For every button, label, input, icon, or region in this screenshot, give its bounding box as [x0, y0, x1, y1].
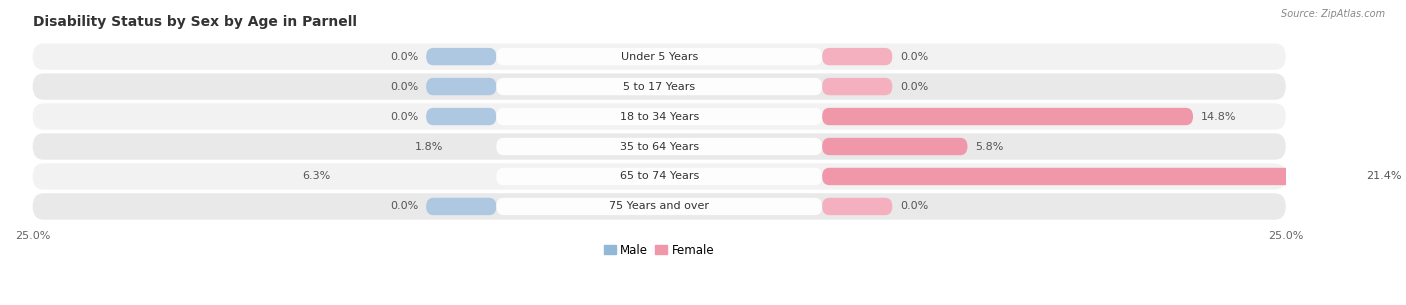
FancyBboxPatch shape — [32, 103, 1285, 130]
Text: 65 to 74 Years: 65 to 74 Years — [620, 171, 699, 181]
FancyBboxPatch shape — [823, 138, 967, 155]
FancyBboxPatch shape — [496, 138, 823, 155]
Text: Source: ZipAtlas.com: Source: ZipAtlas.com — [1281, 9, 1385, 19]
Text: 1.8%: 1.8% — [415, 142, 444, 152]
Text: 0.0%: 0.0% — [391, 202, 419, 211]
Text: Under 5 Years: Under 5 Years — [620, 52, 697, 62]
FancyBboxPatch shape — [32, 43, 1285, 70]
FancyBboxPatch shape — [823, 78, 893, 95]
Text: 6.3%: 6.3% — [302, 171, 330, 181]
Text: 5 to 17 Years: 5 to 17 Years — [623, 81, 696, 92]
Text: 35 to 64 Years: 35 to 64 Years — [620, 142, 699, 152]
Text: 0.0%: 0.0% — [900, 202, 928, 211]
FancyBboxPatch shape — [823, 168, 1358, 185]
FancyBboxPatch shape — [426, 78, 496, 95]
Text: 21.4%: 21.4% — [1367, 171, 1402, 181]
Text: 5.8%: 5.8% — [974, 142, 1004, 152]
FancyBboxPatch shape — [496, 78, 823, 95]
Text: Disability Status by Sex by Age in Parnell: Disability Status by Sex by Age in Parne… — [32, 15, 357, 29]
FancyBboxPatch shape — [496, 108, 823, 125]
FancyBboxPatch shape — [496, 48, 823, 65]
FancyBboxPatch shape — [823, 198, 893, 215]
FancyBboxPatch shape — [823, 48, 893, 65]
FancyBboxPatch shape — [426, 198, 496, 215]
FancyBboxPatch shape — [426, 48, 496, 65]
FancyBboxPatch shape — [32, 193, 1285, 220]
FancyBboxPatch shape — [426, 108, 496, 125]
Text: 18 to 34 Years: 18 to 34 Years — [620, 112, 699, 121]
FancyBboxPatch shape — [823, 108, 1194, 125]
FancyBboxPatch shape — [32, 163, 1285, 190]
Text: 0.0%: 0.0% — [391, 81, 419, 92]
Text: 75 Years and over: 75 Years and over — [609, 202, 709, 211]
FancyBboxPatch shape — [496, 198, 823, 215]
Text: 0.0%: 0.0% — [391, 52, 419, 62]
Text: 14.8%: 14.8% — [1201, 112, 1236, 121]
Text: 0.0%: 0.0% — [391, 112, 419, 121]
Text: 0.0%: 0.0% — [900, 81, 928, 92]
FancyBboxPatch shape — [32, 133, 1285, 160]
Legend: Male, Female: Male, Female — [599, 239, 720, 262]
Text: 0.0%: 0.0% — [900, 52, 928, 62]
FancyBboxPatch shape — [32, 74, 1285, 100]
FancyBboxPatch shape — [496, 168, 823, 185]
